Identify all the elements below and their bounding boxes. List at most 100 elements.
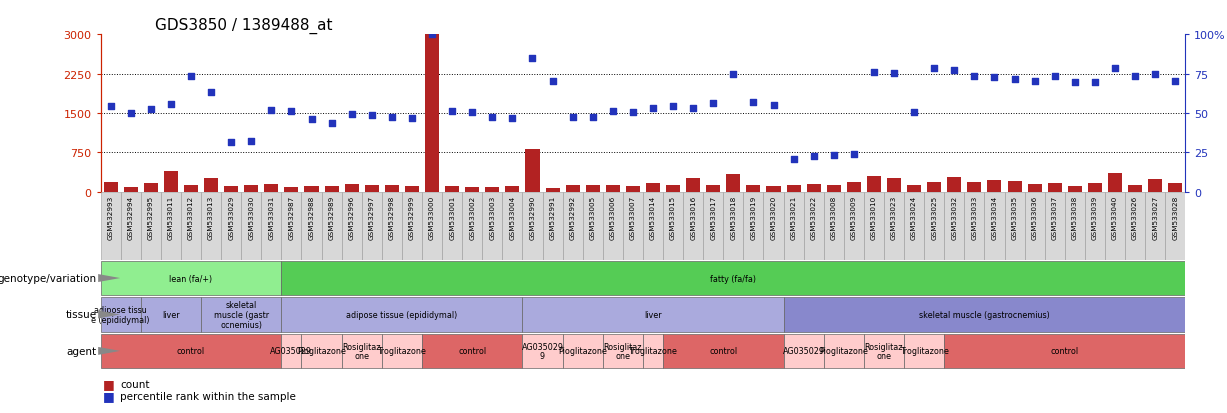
Bar: [1085, 192, 1106, 260]
Bar: [907, 185, 921, 192]
Text: Pioglitazone: Pioglitazone: [558, 347, 607, 356]
Text: GSM532995: GSM532995: [147, 195, 153, 240]
Polygon shape: [98, 347, 120, 355]
Bar: [1108, 174, 1121, 192]
Bar: [1088, 184, 1102, 192]
Bar: [686, 179, 701, 192]
Bar: [744, 192, 763, 260]
Point: [844, 151, 864, 158]
Bar: [1005, 192, 1025, 260]
Text: skeletal
muscle (gastr
ocnemius): skeletal muscle (gastr ocnemius): [213, 301, 269, 329]
Bar: [1027, 185, 1042, 192]
Point: [904, 109, 924, 116]
Point: [321, 120, 341, 127]
Text: GSM533003: GSM533003: [490, 195, 496, 240]
Bar: [161, 192, 180, 260]
Bar: [602, 334, 643, 368]
Text: GSM533035: GSM533035: [1011, 195, 1017, 240]
Text: Troglitazone: Troglitazone: [378, 347, 426, 356]
Bar: [606, 185, 620, 192]
Text: Pioglitazone: Pioglitazone: [820, 347, 869, 356]
Text: GSM533033: GSM533033: [972, 195, 978, 240]
Text: GSM533023: GSM533023: [891, 195, 897, 240]
Bar: [101, 261, 281, 295]
Bar: [602, 192, 623, 260]
Bar: [321, 192, 341, 260]
Text: GSM533006: GSM533006: [610, 195, 616, 240]
Text: Rosiglitaz
one: Rosiglitaz one: [342, 342, 382, 361]
Text: GSM533009: GSM533009: [850, 195, 856, 240]
Text: GSM533014: GSM533014: [650, 195, 656, 240]
Bar: [101, 334, 281, 368]
Bar: [1007, 182, 1022, 192]
Point: [1145, 71, 1164, 78]
Bar: [546, 188, 560, 192]
Bar: [204, 178, 218, 192]
Bar: [221, 192, 242, 260]
Point: [141, 107, 161, 113]
Bar: [542, 192, 563, 260]
Bar: [1067, 187, 1082, 192]
Text: GSM533005: GSM533005: [590, 195, 596, 240]
Text: GSM533001: GSM533001: [449, 195, 455, 240]
Point: [1045, 74, 1065, 80]
Bar: [643, 334, 663, 368]
Bar: [285, 188, 298, 192]
Bar: [201, 298, 281, 332]
Bar: [726, 175, 740, 192]
Text: lean (fa/+): lean (fa/+): [169, 274, 212, 283]
Bar: [984, 192, 1005, 260]
Bar: [683, 192, 703, 260]
Text: agent: agent: [66, 346, 97, 356]
Bar: [746, 186, 761, 192]
Bar: [867, 176, 881, 192]
Text: GSM533017: GSM533017: [710, 195, 717, 240]
Text: control: control: [709, 347, 737, 356]
Point: [463, 109, 482, 116]
Text: GSM533013: GSM533013: [209, 195, 213, 240]
Bar: [242, 192, 261, 260]
Text: GSM532999: GSM532999: [409, 195, 415, 240]
Point: [1085, 79, 1104, 86]
Point: [964, 74, 984, 80]
Text: GSM532992: GSM532992: [569, 195, 575, 240]
Point: [1166, 79, 1185, 85]
Text: GSM533038: GSM533038: [1072, 195, 1077, 240]
Point: [945, 68, 964, 74]
Bar: [382, 192, 402, 260]
Point: [282, 108, 302, 115]
Bar: [585, 186, 600, 192]
Text: count: count: [120, 379, 150, 389]
Point: [221, 139, 240, 146]
Bar: [924, 192, 945, 260]
Text: GSM532997: GSM532997: [369, 195, 374, 240]
Bar: [864, 192, 883, 260]
Point: [382, 114, 401, 121]
Text: GSM533007: GSM533007: [629, 195, 636, 240]
Point: [984, 75, 1004, 81]
Bar: [1048, 183, 1061, 192]
Bar: [184, 185, 198, 192]
Bar: [341, 192, 362, 260]
Point: [563, 114, 583, 121]
Bar: [502, 192, 523, 260]
Point: [342, 112, 362, 119]
Point: [1025, 79, 1044, 85]
Bar: [1025, 192, 1044, 260]
Bar: [1106, 192, 1125, 260]
Text: GSM532993: GSM532993: [108, 195, 114, 240]
Text: GSM533034: GSM533034: [991, 195, 998, 240]
Bar: [405, 186, 418, 192]
Text: AG035029: AG035029: [270, 347, 313, 356]
Bar: [523, 192, 542, 260]
Text: GSM533032: GSM533032: [951, 195, 957, 240]
Text: control: control: [177, 347, 205, 356]
Text: Troglitazone: Troglitazone: [899, 347, 948, 356]
Text: GSM532996: GSM532996: [348, 195, 355, 240]
Text: GSM533021: GSM533021: [790, 195, 796, 240]
Point: [744, 100, 763, 107]
Bar: [506, 187, 519, 192]
Bar: [784, 192, 804, 260]
Bar: [723, 192, 744, 260]
Bar: [787, 186, 801, 192]
